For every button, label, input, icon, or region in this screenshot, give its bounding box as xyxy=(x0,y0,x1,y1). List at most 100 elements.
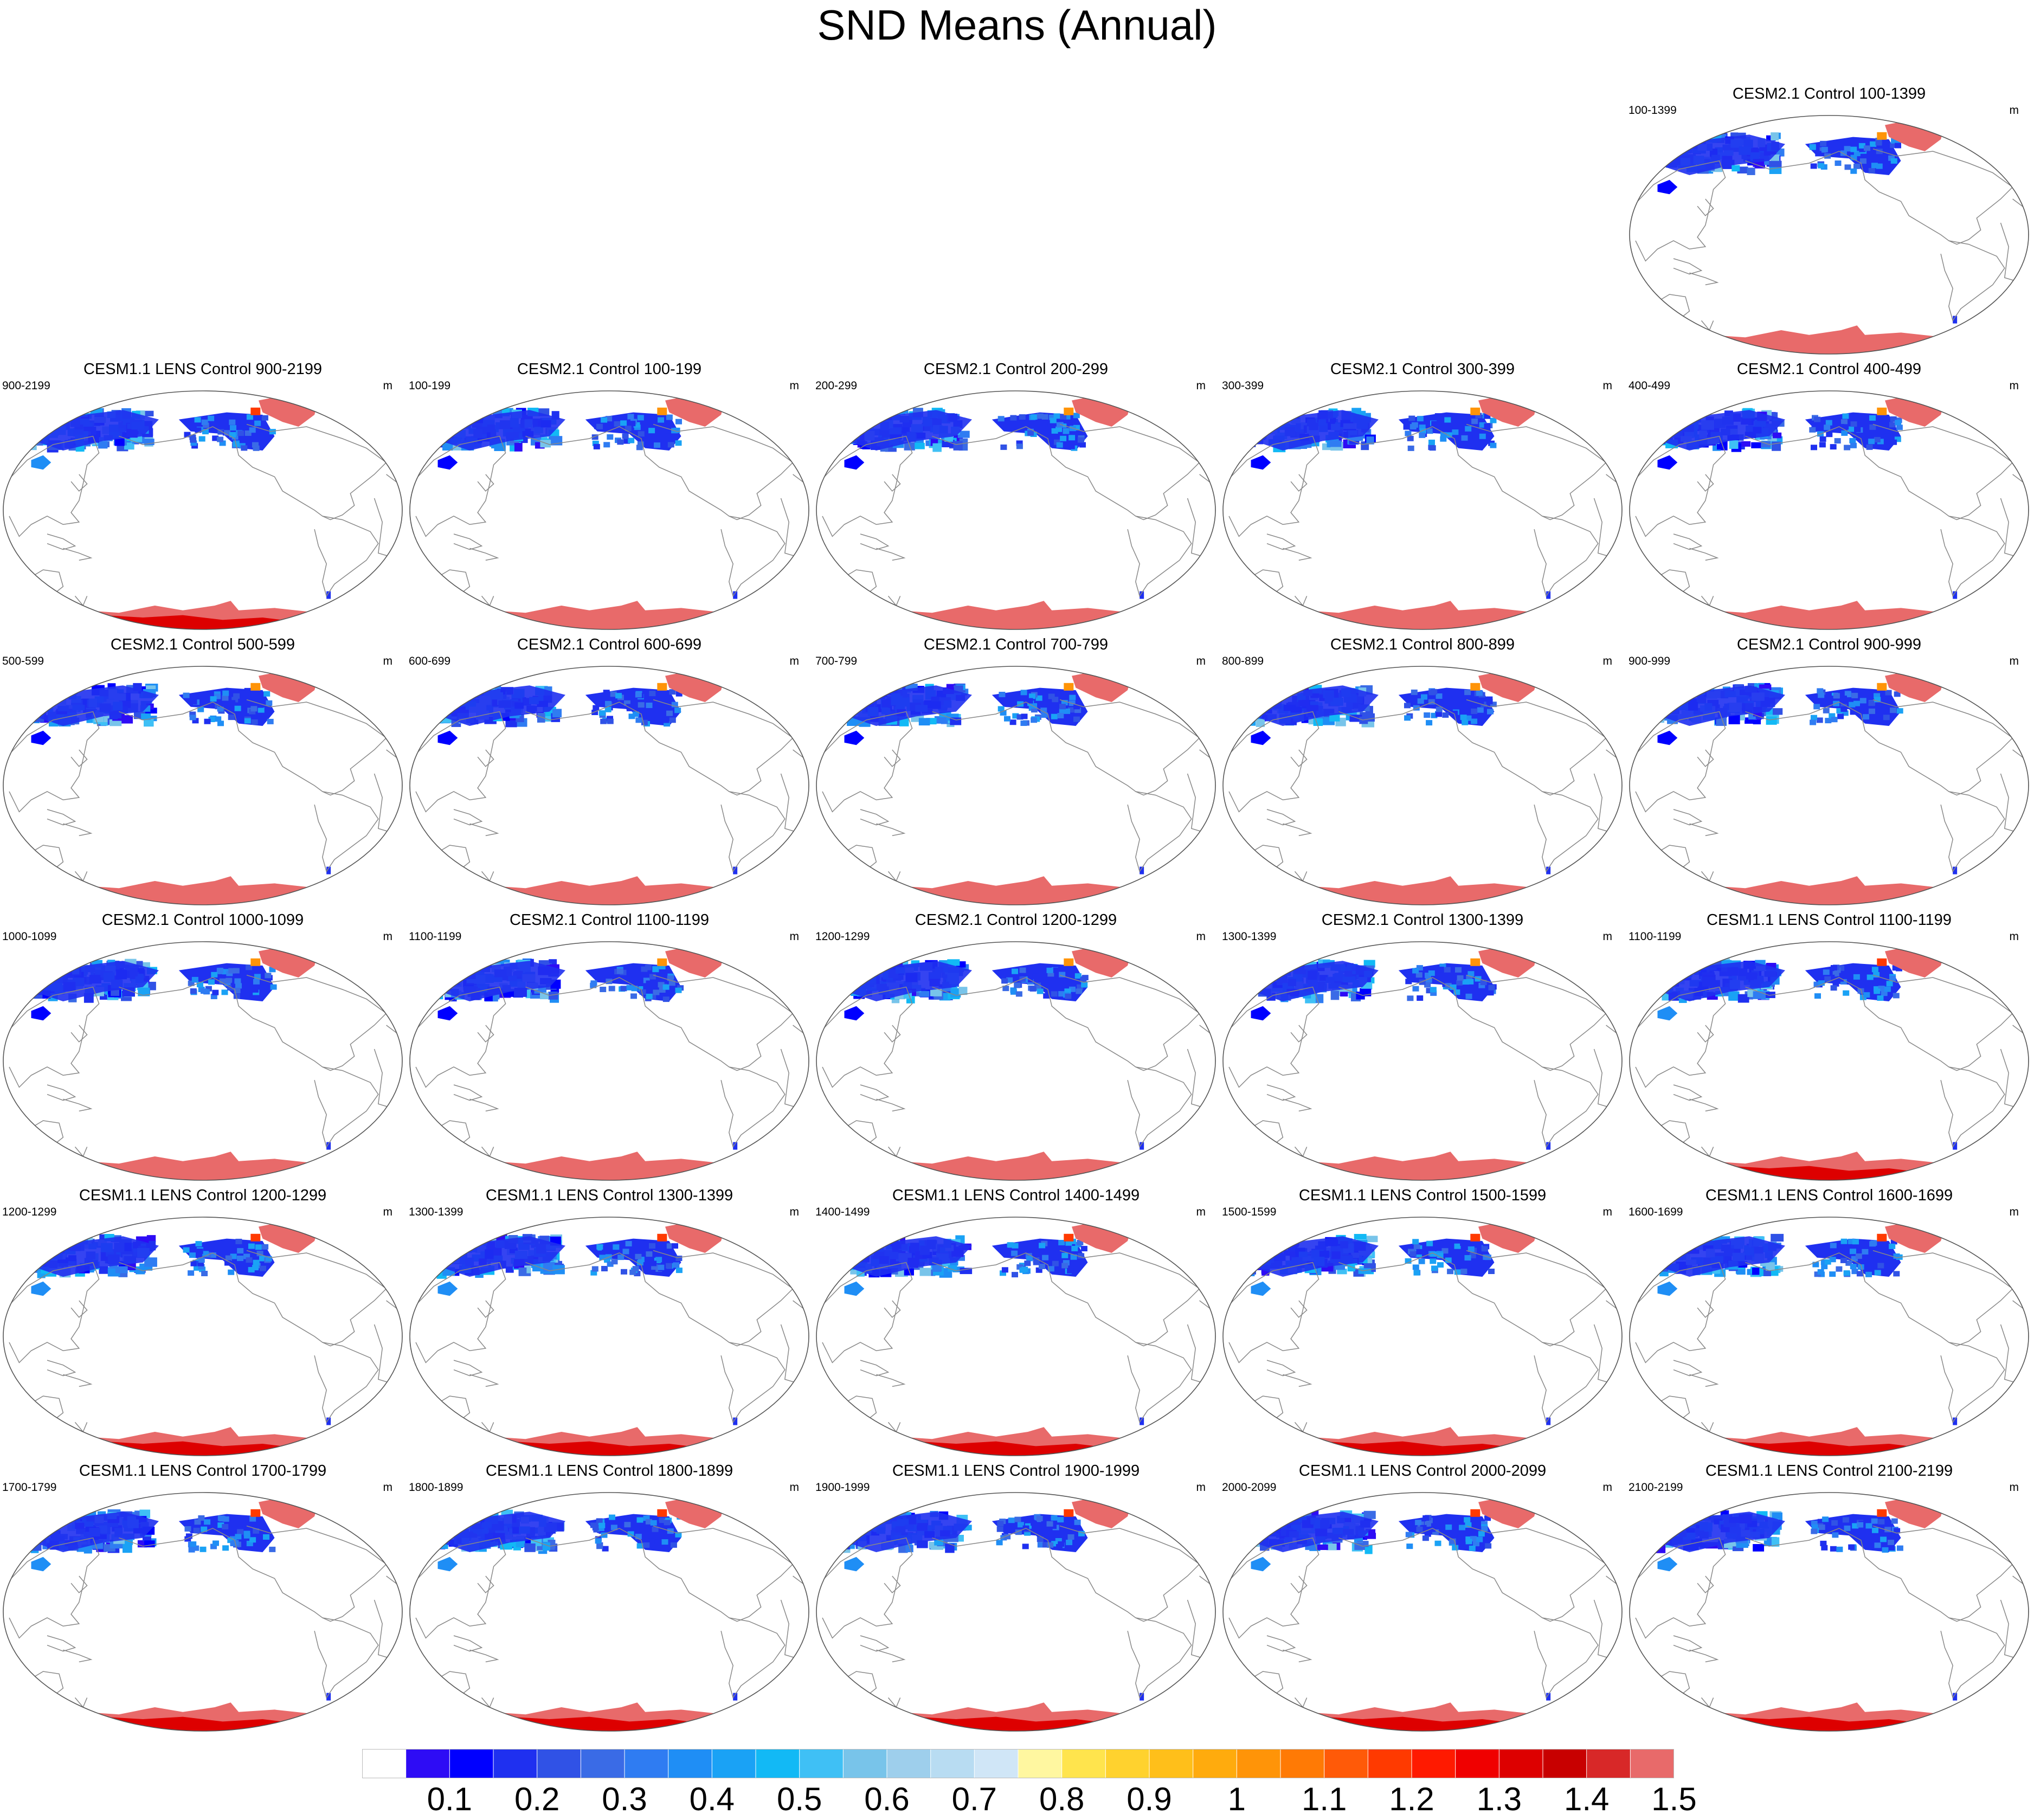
snow-cell xyxy=(1475,413,1482,419)
snow-cell xyxy=(114,438,125,446)
coastline xyxy=(477,474,494,492)
snow-cell xyxy=(606,1247,613,1253)
map-plot xyxy=(1222,666,1623,905)
snow-cell xyxy=(431,976,443,986)
snow-cell xyxy=(675,987,682,993)
snow-cell xyxy=(645,964,652,970)
antarctica-snow xyxy=(1223,876,1622,905)
snow-cell xyxy=(1683,967,1694,974)
map-plot xyxy=(409,390,809,630)
snow-cell xyxy=(1824,976,1831,982)
snow-cell xyxy=(222,1545,229,1551)
colorbar-box xyxy=(1280,1749,1325,1778)
snow-cell xyxy=(1412,1239,1419,1245)
snow-cell xyxy=(432,1254,440,1262)
snow-cell xyxy=(1681,1236,1692,1243)
snow-cell xyxy=(842,1541,850,1549)
snow-cell xyxy=(1840,1257,1847,1263)
snow-cell xyxy=(24,691,35,701)
snow-cell xyxy=(1655,434,1666,440)
snow-cell xyxy=(591,710,598,715)
snow-cell xyxy=(1465,993,1472,999)
snow-cell xyxy=(204,718,211,724)
snow-cell xyxy=(592,440,599,446)
snow-cell xyxy=(1688,690,1697,697)
map-panel: CESM1.1 LENS Control 1700-1799 1700-1799 m xyxy=(1,1462,404,1733)
snow-cell xyxy=(1417,698,1424,704)
snow-cell xyxy=(1027,430,1034,436)
snow-cell xyxy=(1047,1542,1054,1548)
coastline xyxy=(19,569,64,597)
snow-patch-tibet xyxy=(1251,730,1271,745)
panel-title: CESM2.1 Control 500-599 xyxy=(110,636,295,653)
coastline xyxy=(1745,148,2013,245)
snow-cell xyxy=(1811,1528,1818,1534)
snow-cell xyxy=(1461,695,1468,701)
snow-cell xyxy=(836,421,845,428)
snow-cell xyxy=(1415,1252,1422,1258)
snow-cell xyxy=(1255,1516,1265,1525)
colorbar-tick-label: 0.1 xyxy=(427,1781,473,1817)
snow-cell xyxy=(42,412,52,421)
greenland-snow xyxy=(1072,1219,1132,1253)
snow-cell xyxy=(645,1519,652,1525)
coastline xyxy=(415,986,506,1088)
greenland-edge xyxy=(657,407,667,415)
map-plot xyxy=(1629,1217,2029,1456)
map-plot xyxy=(816,1217,1216,1456)
panel-title: CESM2.1 Control 900-999 xyxy=(1736,636,1922,653)
panel-period: 1300-1399 xyxy=(1222,930,1277,943)
snow-cell xyxy=(919,991,930,997)
snow-cell xyxy=(198,1515,205,1521)
snow-cell xyxy=(1865,1523,1872,1529)
snow-cell xyxy=(34,1525,43,1534)
snow-cell xyxy=(1076,988,1083,994)
colorbar-box xyxy=(799,1749,844,1778)
snow-cell xyxy=(856,410,868,419)
snow-cell xyxy=(1664,1238,1678,1246)
snow-cell xyxy=(1826,696,1833,702)
snow-cell xyxy=(1247,423,1259,429)
snow-cell xyxy=(1452,1545,1459,1551)
snow-cell xyxy=(593,705,600,711)
snow-cell xyxy=(431,984,444,994)
snow-cell xyxy=(1251,693,1263,700)
snow-cell xyxy=(434,684,445,693)
greenland-edge xyxy=(1064,683,1074,691)
greenland-edge xyxy=(1877,1509,1887,1517)
snow-cell xyxy=(1848,1238,1855,1244)
snow-cell xyxy=(469,963,478,972)
snow-cell xyxy=(451,421,462,429)
snow-cell xyxy=(1466,433,1473,439)
greenland-snow xyxy=(665,393,725,427)
snow-cell xyxy=(1047,971,1054,977)
coastline xyxy=(481,871,494,882)
snow-cell xyxy=(659,987,666,993)
snow-cell xyxy=(1650,1532,1659,1538)
map-plot xyxy=(816,1492,1216,1732)
snow-cell xyxy=(1650,418,1661,424)
snow-cell xyxy=(1275,1517,1286,1525)
snow-cell xyxy=(669,689,676,695)
snow-cell xyxy=(1857,1522,1864,1528)
snow-cell xyxy=(1437,967,1444,973)
panel-period: 1700-1799 xyxy=(2,1481,57,1494)
colorbar-box xyxy=(1455,1749,1500,1778)
snow-cell xyxy=(1751,442,1763,448)
snow-cell xyxy=(869,961,878,969)
snow-cell xyxy=(464,687,476,697)
snow-cell xyxy=(1490,702,1497,708)
snow-cell xyxy=(1077,437,1084,443)
map-border xyxy=(1629,390,2029,630)
snow-cell xyxy=(1830,965,1837,970)
snow-cell xyxy=(643,985,650,991)
snow-cell xyxy=(997,706,1005,712)
coastline xyxy=(1689,1649,1719,1663)
panel-title: CESM2.1 Control 1100-1199 xyxy=(509,911,710,929)
snow-cell xyxy=(1654,982,1664,989)
snow-cell xyxy=(31,962,40,970)
snow-cell xyxy=(1477,699,1484,705)
snow-cell xyxy=(1415,972,1422,978)
map-plot xyxy=(1629,115,2029,355)
snow-cell xyxy=(641,966,648,972)
